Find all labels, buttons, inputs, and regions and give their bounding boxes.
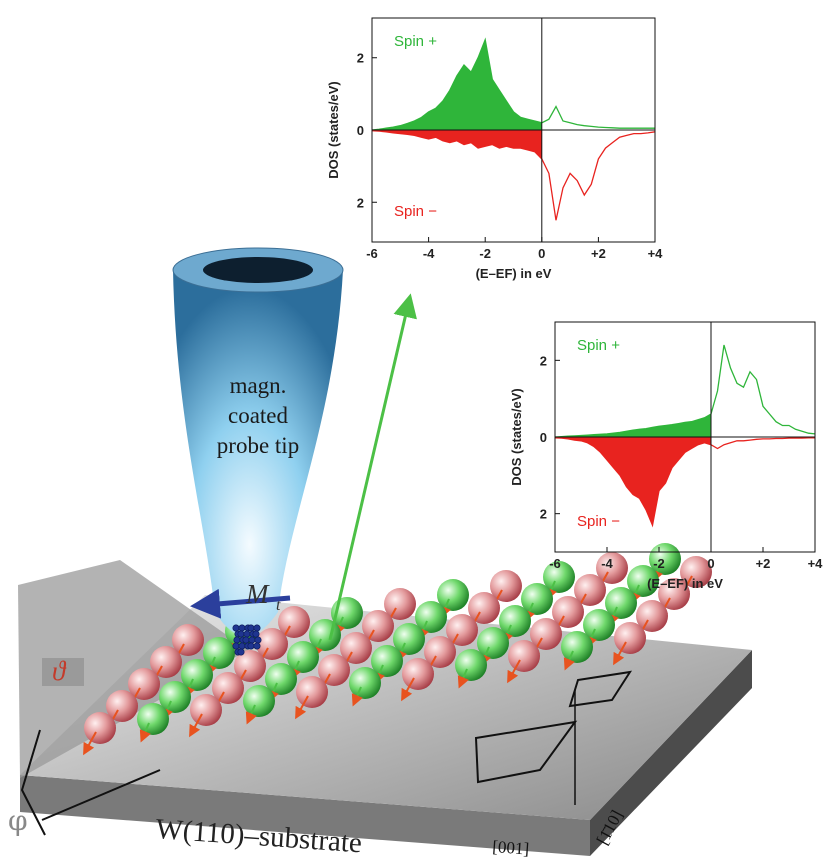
illustration: ϑ φ W(110)–substrate [001] [1̄10] magn. … — [8, 248, 752, 859]
atom — [614, 622, 646, 654]
tip-atom — [248, 643, 254, 649]
direction-label: [001] — [492, 837, 530, 859]
x-tick-label: -4 — [423, 246, 435, 261]
tip-atom — [238, 631, 244, 637]
x-tick-label: -6 — [366, 246, 378, 261]
atom — [561, 631, 593, 663]
tip-atom — [249, 637, 255, 643]
tip-label: magn. — [230, 373, 287, 398]
tip-atom — [238, 649, 244, 655]
figure: ϑ φ W(110)–substrate [001] [1̄10] magn. … — [0, 0, 824, 859]
y-tick-label: 0 — [357, 123, 364, 138]
x-tick-label: -6 — [549, 556, 561, 571]
atom — [349, 667, 381, 699]
atom — [402, 658, 434, 690]
x-axis-label: (E–EF) in eV — [647, 576, 723, 591]
tip-atom — [255, 637, 261, 643]
x-axis-label: (E–EF) in eV — [476, 266, 552, 281]
x-tick-label: +4 — [648, 246, 664, 261]
dos-area — [555, 437, 815, 525]
x-tick-label: 0 — [707, 556, 714, 571]
legend-entry: Spin − — [577, 513, 620, 530]
tip-atom — [254, 643, 260, 649]
legend-entry: Spin + — [394, 33, 437, 50]
moment-subscript: t — [276, 597, 281, 614]
atom — [190, 694, 222, 726]
y-tick-label: 2 — [540, 353, 547, 368]
tip-label: probe tip — [217, 433, 299, 458]
tip-atom — [239, 625, 245, 631]
tip-bore — [203, 257, 313, 283]
legend-entry: Spin + — [577, 337, 620, 354]
dos-area — [555, 345, 815, 437]
azimuth: φ — [8, 804, 28, 837]
polar-angle: ϑ — [52, 656, 67, 686]
atom — [243, 685, 275, 717]
x-tick-label: -2 — [653, 556, 665, 571]
tip-atom — [244, 631, 250, 637]
atom — [137, 703, 169, 735]
tip-atom — [239, 643, 245, 649]
atom — [455, 649, 487, 681]
y-axis-label: DOS (states/eV) — [509, 388, 524, 486]
tip-atom — [253, 631, 259, 637]
atom — [84, 712, 116, 744]
atom — [296, 676, 328, 708]
y-tick-label: 2 — [357, 51, 364, 66]
x-tick-label: -4 — [601, 556, 613, 571]
y-tick-label: 2 — [357, 195, 364, 210]
tip-atom — [234, 637, 240, 643]
y-tick-label: 0 — [540, 430, 547, 445]
x-tick-label: -2 — [479, 246, 491, 261]
tip-atom — [248, 625, 254, 631]
tip-atom — [233, 625, 239, 631]
atom — [508, 640, 540, 672]
tip-label: coated — [228, 403, 289, 428]
charts: 2 0 2 -6 -4 -2 0 +2 +4 (E–EF) in eV DOS (states/eV… — [326, 18, 823, 591]
tip-atom — [233, 643, 239, 649]
y-tick-label: 2 — [540, 507, 547, 522]
legend-entry: Spin − — [394, 203, 437, 220]
x-tick-label: 0 — [538, 246, 545, 261]
dos-area — [372, 40, 655, 130]
tip-atom — [243, 637, 249, 643]
tip-atom — [254, 625, 260, 631]
x-tick-label: +2 — [756, 556, 771, 571]
x-tick-label: +4 — [808, 556, 824, 571]
x-tick-label: +2 — [591, 246, 606, 261]
y-axis-label: DOS (states/eV) — [326, 81, 341, 179]
moment-label: M — [245, 579, 270, 609]
